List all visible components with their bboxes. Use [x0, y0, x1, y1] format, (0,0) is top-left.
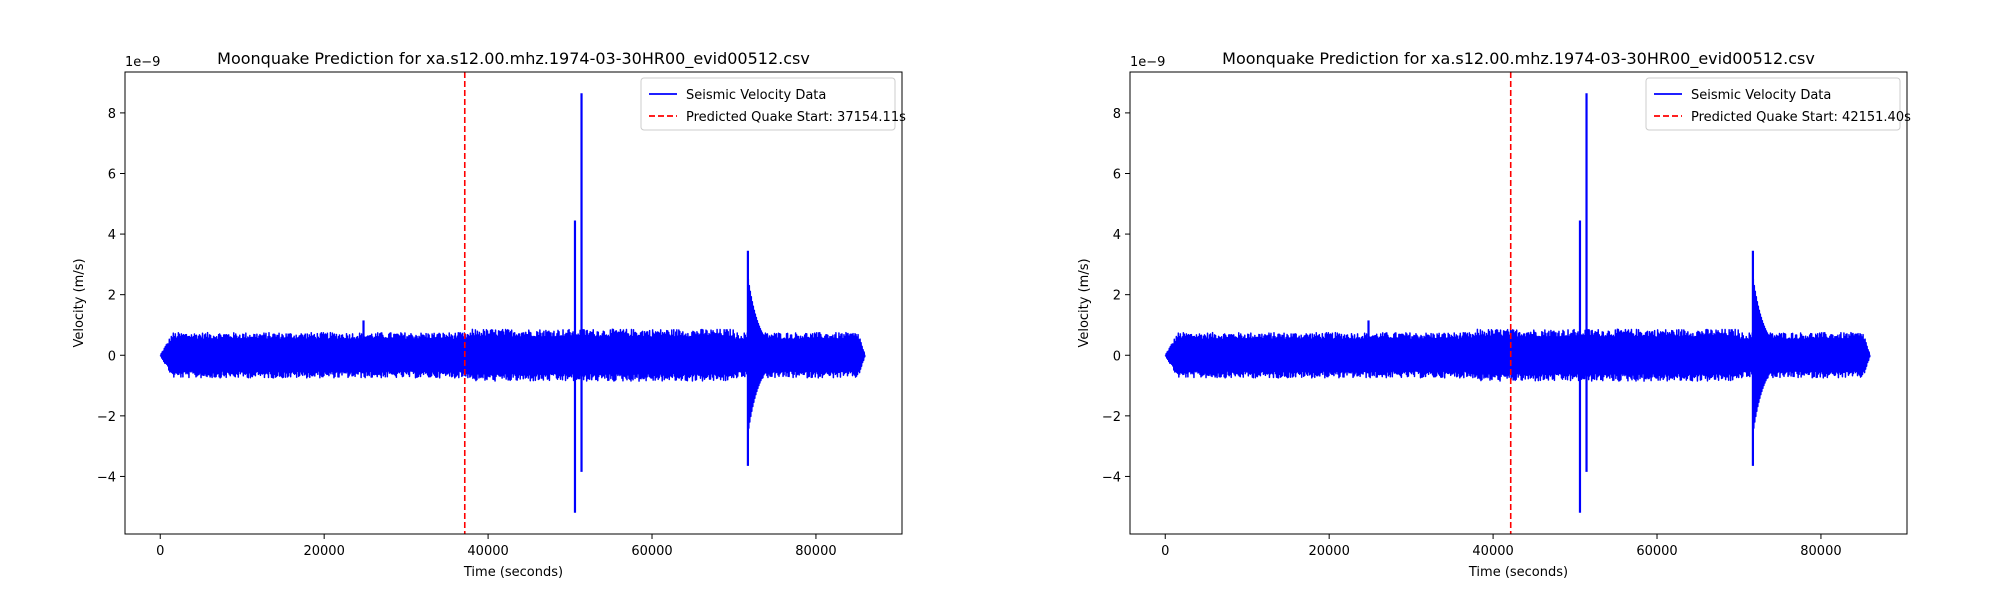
- chart-2-axes-frame: [1129, 71, 1908, 535]
- chart-2-legend-label-1: Seismic Velocity Data: [1691, 88, 1831, 103]
- chart-1-x-axis-label: Time (seconds): [463, 565, 563, 580]
- chart-panel-1: Moonquake Prediction for xa.s12.00.mhz.1…: [72, 49, 906, 580]
- chart-2-title: Moonquake Prediction for xa.s12.00.mhz.1…: [1222, 49, 1815, 69]
- chart-2-y-offset-label: 1e−9: [1130, 55, 1165, 70]
- chart-1-x-tick-label: 40000: [467, 544, 508, 559]
- chart-1-legend-box: [640, 77, 896, 131]
- chart-1-y-offset-label: 1e−9: [125, 55, 160, 70]
- chart-2-y-axis-label: Velocity (m/s): [1077, 258, 1092, 347]
- chart-2-y-tick-label: 0: [1113, 349, 1121, 364]
- chart-1-legend: Seismic Velocity Data Predicted Quake Sta…: [640, 77, 906, 131]
- chart-1-y-tick-label: 2: [108, 289, 116, 304]
- chart-2-y-tick-label: −4: [1102, 470, 1121, 485]
- chart-1-x-tick-label: 0: [156, 544, 164, 559]
- chart-1-title: Moonquake Prediction for xa.s12.00.mhz.1…: [217, 49, 810, 69]
- chart-2-x-tick-label: 60000: [1636, 544, 1677, 559]
- chart-1-y-axis-label: Velocity (m/s): [72, 258, 87, 347]
- chart-2-y-tick-label: −2: [1102, 410, 1121, 425]
- chart-2-plot-area: [1164, 72, 1871, 534]
- chart-2-y-tick-label: 6: [1113, 167, 1121, 182]
- chart-2-legend: Seismic Velocity Data Predicted Quake Sta…: [1645, 77, 1911, 131]
- chart-1-x-tick-label: 20000: [303, 544, 344, 559]
- chart-2-legend-box: [1645, 77, 1901, 131]
- chart-1-x-tick-label: 60000: [631, 544, 672, 559]
- chart-2-x-tick-label: 0: [1161, 544, 1169, 559]
- chart-1-legend-label-1: Seismic Velocity Data: [686, 88, 826, 103]
- chart-2-y-tick-label: 8: [1113, 107, 1121, 122]
- chart-1-x-tick-label: 80000: [795, 544, 836, 559]
- chart-2-x-tick-label: 20000: [1308, 544, 1349, 559]
- chart-2-y-tick-label: 2: [1113, 289, 1121, 304]
- chart-1-y-tick-label: 4: [108, 228, 116, 243]
- chart-1-y-tick-label: −4: [97, 470, 116, 485]
- chart-1-y-tick-label: −2: [97, 410, 116, 425]
- chart-1-legend-label-2: Predicted Quake Start: 37154.11s: [686, 110, 906, 125]
- chart-1-plot-area: [159, 72, 866, 534]
- chart-panel-2: Moonquake Prediction for xa.s12.00.mhz.1…: [1077, 49, 1911, 580]
- chart-2-seismic-trace: [1164, 278, 1871, 429]
- chart-1-axes-frame: [124, 71, 903, 535]
- chart-2-legend-label-2: Predicted Quake Start: 42151.40s: [1691, 110, 1911, 125]
- chart-2-x-axis-label: Time (seconds): [1468, 565, 1568, 580]
- chart-1-y-tick-label: 6: [108, 167, 116, 182]
- chart-1-seismic-trace: [159, 278, 866, 429]
- chart-1-y-tick-label: 8: [108, 107, 116, 122]
- chart-2-x-tick-label: 40000: [1472, 544, 1513, 559]
- chart-2-x-tick-label: 80000: [1800, 544, 1841, 559]
- chart-1-y-tick-label: 0: [108, 349, 116, 364]
- chart-2-y-tick-label: 4: [1113, 228, 1121, 243]
